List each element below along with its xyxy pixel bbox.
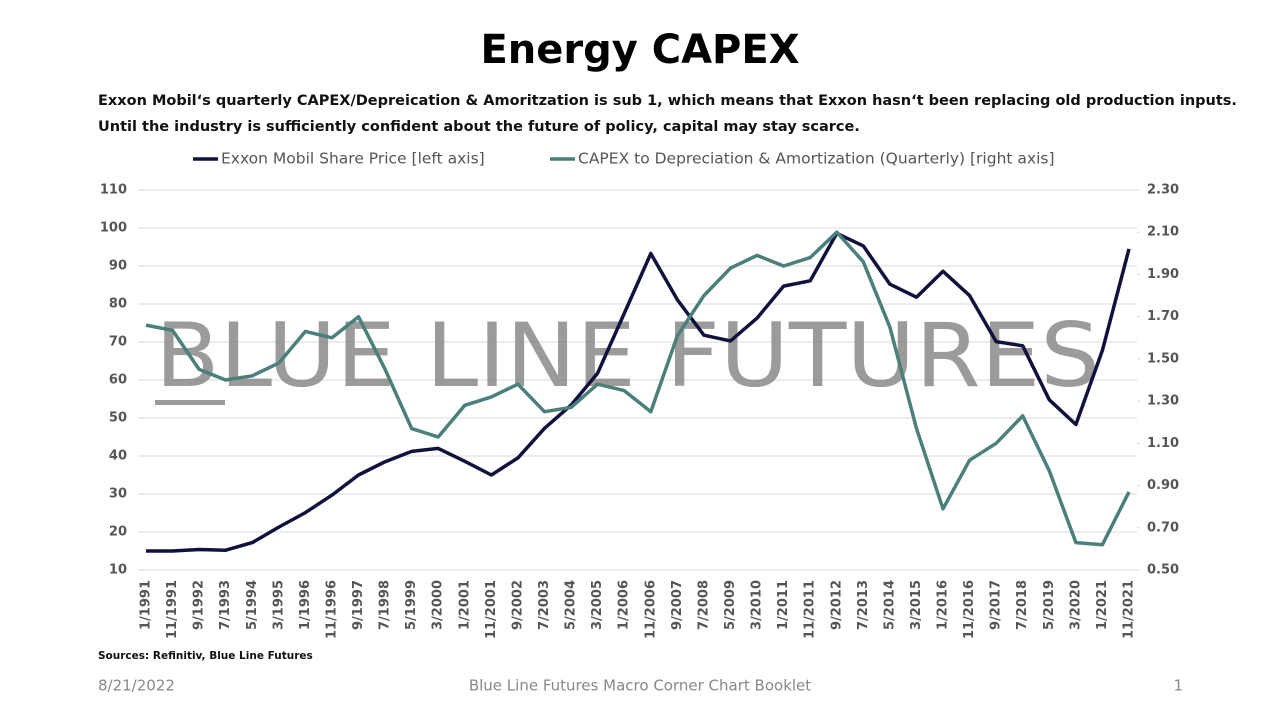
x-tick-label: 9/2012: [829, 580, 844, 630]
x-tick-label: 3/2015: [909, 580, 924, 630]
series-line: [145, 230, 1131, 547]
legend-label: CAPEX to Depreciation & Amortization (Qu…: [578, 150, 1055, 168]
y-tick-label: 80: [109, 297, 127, 312]
x-tick-label: 11/2021: [1122, 580, 1137, 639]
y-tick-label: 20: [109, 525, 127, 540]
x-tick-label: 7/2018: [1015, 580, 1030, 630]
x-tick-label: 1/2016: [936, 580, 951, 630]
x-tick-label: 1/2021: [1095, 580, 1110, 630]
y-tick-label: 90: [109, 259, 127, 274]
watermark-underline: [155, 400, 225, 405]
x-tick-label: 3/2000: [431, 580, 446, 630]
x-tick-label: 5/2014: [882, 580, 897, 630]
x-tick-label: 5/1999: [404, 580, 419, 630]
x-tick-label: 9/2002: [510, 580, 525, 630]
x-tick-label: 7/2008: [696, 580, 711, 630]
x-tick-label: 3/2010: [750, 580, 765, 630]
x-tick-label: 7/1998: [378, 580, 393, 630]
x-tick-label: 9/2007: [670, 580, 685, 630]
x-tick-label: 9/1992: [192, 580, 207, 630]
x-tick-label: 11/1996: [324, 580, 339, 639]
y2-tick-label: 0.70: [1147, 520, 1179, 535]
subtitle: Exxon Mobil‘s quarterly CAPEX/Depreicati…: [98, 93, 1237, 109]
y2-tick-label: 1.10: [1147, 436, 1179, 451]
y-tick-label: 10: [109, 563, 127, 578]
x-tick-label: 9/2017: [989, 580, 1004, 630]
x-tick-label: 3/2005: [590, 580, 605, 630]
x-tick-label: 7/1993: [218, 580, 233, 630]
watermark-group: BLUE LINE FUTURES: [155, 304, 1100, 407]
x-tick-label: 9/1997: [351, 580, 366, 630]
y-tick-label: 50: [109, 411, 127, 426]
y-tick-label: 110: [100, 183, 127, 198]
subtitle: Until the industry is sufficiently confi…: [98, 119, 860, 135]
watermark: BLUE LINE FUTURES: [155, 304, 1100, 407]
legend-label: Exxon Mobil Share Price [left axis]: [221, 150, 485, 168]
x-tick-label: 3/1995: [271, 580, 286, 630]
x-tick-label: 7/2013: [856, 580, 871, 630]
x-tick-label: 11/2001: [484, 580, 499, 639]
y2-tick-label: 2.10: [1147, 225, 1179, 240]
page-number: 1: [1173, 677, 1183, 695]
x-tick-label: 1/2001: [457, 580, 472, 630]
x-tick-label: 11/1991: [165, 580, 180, 639]
x-tick-label: 5/2019: [1042, 580, 1057, 630]
x-tick-label: 5/2004: [564, 580, 579, 630]
y-tick-label: 40: [109, 449, 127, 464]
y-tick-label: 100: [100, 221, 127, 236]
sources: Sources: Refinitiv, Blue Line Futures: [98, 650, 313, 662]
x-tick-label: 7/2003: [537, 580, 552, 630]
y-tick-label: 60: [109, 373, 127, 388]
x-tick-label: 11/2016: [962, 580, 977, 639]
footer-title: Blue Line Futures Macro Corner Chart Boo…: [469, 677, 811, 695]
x-tick-label: 3/2020: [1068, 580, 1083, 630]
x-tick-label: 5/2009: [723, 580, 738, 630]
x-tick-label: 5/1994: [245, 580, 260, 630]
y2-tick-label: 1.90: [1147, 267, 1179, 282]
title: Energy CAPEX: [480, 27, 799, 73]
y-tick-label: 70: [109, 335, 127, 350]
x-tick-label: 11/2011: [803, 580, 818, 639]
x-tick-label: 11/2006: [643, 580, 658, 639]
series-line: [146, 231, 1131, 553]
y2-tick-label: 0.50: [1147, 563, 1179, 578]
y2-tick-label: 1.50: [1147, 351, 1179, 366]
y-tick-label: 30: [109, 487, 127, 502]
x-tick-label: 1/2011: [776, 580, 791, 630]
y2-tick-label: 0.90: [1147, 478, 1179, 493]
x-tick-label: 1/1991: [139, 580, 154, 630]
x-tick-label: 1/2006: [617, 580, 632, 630]
x-tick-label: 1/1996: [298, 580, 313, 630]
y2-tick-label: 1.30: [1147, 394, 1179, 409]
y2-tick-label: 2.30: [1147, 183, 1179, 198]
footer-date: 8/21/2022: [98, 677, 175, 695]
y2-tick-label: 1.70: [1147, 309, 1179, 324]
